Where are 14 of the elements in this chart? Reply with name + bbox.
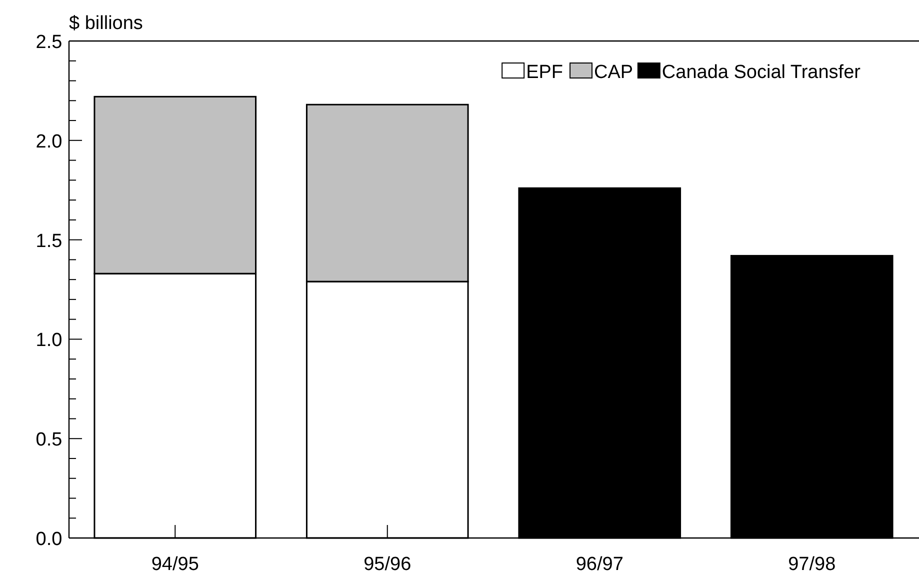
legend-label: CAP: [594, 62, 634, 83]
y-tick-label: 0.5: [36, 430, 62, 451]
y-tick-label: 2.5: [36, 32, 62, 53]
legend-label: Canada Social Transfer: [662, 62, 862, 83]
x-tick-label: 94/95: [151, 554, 199, 575]
x-tick-label: 95/96: [364, 554, 412, 575]
legend-label: EPF: [526, 62, 564, 83]
y-tick-label: 0.0: [36, 529, 62, 550]
y-tick-label: 1.5: [36, 230, 62, 252]
y-axis-title: $ billions: [69, 13, 143, 34]
x-tick-label: 96/97: [576, 554, 624, 575]
y-tick-label: 2.0: [36, 131, 62, 152]
x-tick-label: 97/98: [788, 554, 836, 575]
y-tick-label: 1.0: [36, 330, 62, 352]
